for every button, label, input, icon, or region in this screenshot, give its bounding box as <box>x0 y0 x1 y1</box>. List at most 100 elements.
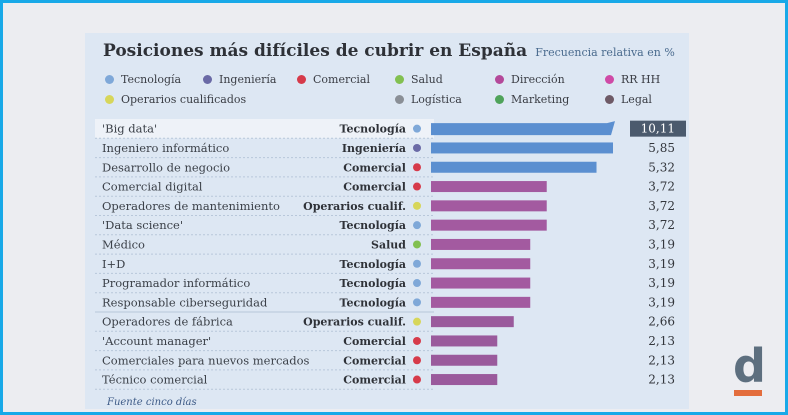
row-label: Ingeniero informático <box>102 141 229 155</box>
legend-label: Marketing <box>511 93 570 106</box>
chart-card: Posiciones más difíciles de cubrir en Es… <box>85 33 689 409</box>
row-category: Operarios cualif. <box>303 200 406 213</box>
row-label: 'Data science' <box>102 218 183 232</box>
row-category: Tecnología <box>340 219 406 232</box>
row-category: Comercial <box>343 374 406 387</box>
data-label: 3,72 <box>648 199 675 213</box>
legend-swatch <box>105 75 114 84</box>
table-row: 'Account manager' Comercial 2,13 <box>95 334 675 352</box>
table-row: Comercial digital Comercial 3,72 <box>95 180 675 197</box>
legend-label: Legal <box>621 93 652 106</box>
legend-swatch <box>495 95 504 104</box>
category-dot <box>413 124 421 133</box>
table-row: Responsable ciberseguridad Tecnología 3,19 <box>95 295 675 313</box>
data-label: 3,19 <box>648 295 675 309</box>
legend-item-direccion: Dirección <box>495 73 565 86</box>
legend-item-legal: Legal <box>605 93 652 106</box>
row-category: Tecnología <box>340 277 406 290</box>
bar <box>431 296 531 308</box>
legend-label: Operarios cualificados <box>121 93 247 106</box>
category-dot <box>413 240 421 249</box>
data-label: 10,11 <box>641 122 675 136</box>
table-row: Desarrollo de negocio Comercial 5,32 <box>95 160 675 178</box>
table-row: 'Data science' Tecnología 3,72 <box>95 218 675 236</box>
data-label: 2,13 <box>648 353 675 367</box>
legend-item-salud: Salud <box>395 73 443 86</box>
table-row: 'Big data' Tecnología 10,11 <box>95 119 686 139</box>
category-dot <box>413 163 421 172</box>
legend-item-logistica: Logística <box>395 93 462 106</box>
brand-logo: d <box>733 340 766 396</box>
logo-bar <box>734 390 762 396</box>
table-row: Ingeniero informático Ingeniería 5,85 <box>95 141 675 159</box>
category-dot <box>413 143 421 152</box>
row-category: Tecnología <box>340 296 406 309</box>
row-category: Tecnología <box>340 258 406 271</box>
category-dot <box>413 221 421 230</box>
legend-label: Comercial <box>313 73 370 86</box>
legend-item-comercial: Comercial <box>297 73 370 86</box>
chart-title: Posiciones más difíciles de cubrir en Es… <box>103 41 528 61</box>
category-dot <box>413 298 421 307</box>
data-label: 3,72 <box>648 180 675 194</box>
row-category: Ingeniería <box>342 142 406 155</box>
legend-label: RR HH <box>621 73 661 86</box>
row-label: Operadores de fábrica <box>102 315 233 329</box>
value-box <box>630 120 686 137</box>
row-highlight <box>95 119 434 139</box>
bar <box>431 238 531 250</box>
row-label: Operadores de mantenimiento <box>102 199 280 213</box>
category-dot <box>413 356 421 365</box>
legend-swatch <box>395 75 404 84</box>
row-category: Operarios cualif. <box>303 316 406 329</box>
chart-header: Posiciones más difíciles de cubrir en Es… <box>103 41 675 61</box>
category-dot <box>413 259 421 268</box>
category-dot <box>413 317 421 326</box>
category-dot <box>413 375 421 384</box>
logo-letter: d <box>733 340 766 393</box>
legend-item-rr-hh: RR HH <box>605 73 660 86</box>
row-label: Médico <box>102 237 145 251</box>
table-row: Técnico comercial Comercial 2,13 <box>95 373 675 390</box>
bar <box>431 258 531 270</box>
bar <box>431 316 514 328</box>
data-label: 3,19 <box>648 276 675 290</box>
table-row: Programador informático Tecnología 3,19 <box>95 276 675 294</box>
source-note: Fuente cinco días <box>107 397 197 408</box>
legend-swatch <box>105 95 114 104</box>
legend-swatch <box>297 75 306 84</box>
row-label: Responsable ciberseguridad <box>102 295 268 309</box>
row-label: I+D <box>102 257 125 271</box>
legend-label: Ingeniería <box>219 73 277 86</box>
table-row: I+D Tecnología 3,19 <box>95 257 675 274</box>
bar <box>431 181 547 193</box>
bar <box>431 335 498 347</box>
legend-item-operarios-cualificados: Operarios cualificados <box>105 93 246 106</box>
legend-swatch <box>395 95 404 104</box>
bar <box>431 121 615 136</box>
row-label: Desarrollo de negocio <box>102 160 230 174</box>
bar <box>431 354 498 366</box>
row-label: 'Big data' <box>102 122 157 136</box>
bar <box>431 219 547 231</box>
legend-item-marketing: Marketing <box>495 93 569 106</box>
bar <box>431 161 597 173</box>
category-dot <box>413 201 421 210</box>
table-row: Comerciales para nuevos mercados Comercia… <box>95 353 675 371</box>
row-label: Programador informático <box>102 276 250 290</box>
data-label: 5,32 <box>648 160 675 174</box>
bar <box>431 277 531 289</box>
table-row: Médico Salud 3,19 <box>95 237 675 255</box>
legend-swatch <box>605 75 614 84</box>
data-label: 5,85 <box>648 141 675 155</box>
row-category: Comercial <box>343 335 406 348</box>
bar <box>431 374 498 386</box>
bar <box>431 142 613 154</box>
data-label: 3,72 <box>648 218 675 232</box>
legend-item-ingenieria: Ingeniería <box>203 73 276 86</box>
legend-label: Dirección <box>511 73 565 86</box>
row-label: 'Account manager' <box>102 334 211 348</box>
table-row: Operadores de mantenimiento Operarios cua… <box>95 199 675 216</box>
bar <box>431 200 547 212</box>
